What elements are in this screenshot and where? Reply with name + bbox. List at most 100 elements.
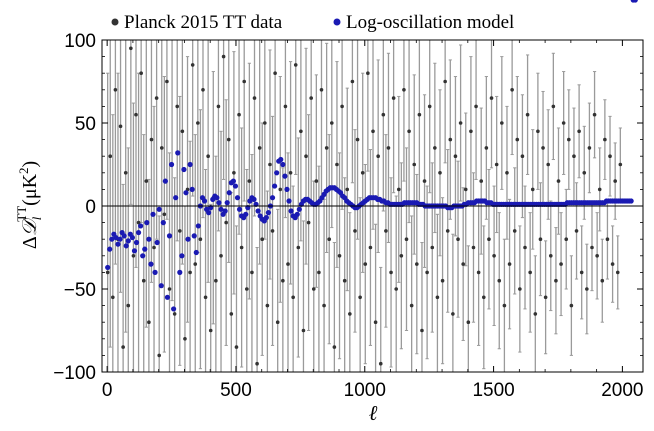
model-point (286, 198, 292, 204)
data-point (252, 96, 257, 100)
x-tick-label: 1000 (344, 380, 386, 401)
model-point (243, 211, 249, 217)
data-point (232, 171, 236, 175)
data-point (610, 262, 615, 266)
data-point (304, 154, 308, 158)
model-point (146, 236, 152, 242)
data-point (309, 96, 313, 100)
data-point (533, 312, 538, 316)
data-point (502, 303, 507, 308)
data-point (265, 303, 270, 308)
model-point (218, 206, 224, 212)
model-point (168, 161, 175, 168)
model-point (232, 183, 239, 189)
data-point (183, 337, 187, 341)
data-point (394, 287, 399, 291)
data-point (329, 121, 334, 125)
model-point (185, 236, 191, 242)
data-point (193, 262, 198, 266)
data-point (322, 303, 326, 308)
model-point (142, 246, 148, 252)
model-point (129, 234, 135, 241)
data-point (585, 287, 589, 291)
data-point (603, 137, 607, 142)
model-point (181, 166, 187, 173)
model-point (133, 239, 140, 246)
model-point (113, 234, 119, 241)
data-point (420, 328, 424, 333)
model-point (296, 206, 302, 212)
y-label-symbol: 𝒟 (19, 216, 41, 236)
x-tick-label: 2000 (601, 380, 643, 401)
data-point (301, 328, 306, 333)
model-point (140, 253, 146, 259)
data-point (605, 237, 610, 241)
model-point (160, 220, 166, 226)
data-point (319, 88, 324, 92)
model-point (125, 238, 131, 244)
data-point (567, 137, 571, 142)
data-point (255, 361, 259, 366)
data-point (469, 129, 473, 134)
data-point (520, 154, 525, 158)
data-point (360, 171, 365, 175)
data-point (471, 245, 476, 250)
data-point (445, 229, 450, 233)
model-point (230, 178, 236, 184)
data-point (268, 162, 272, 167)
data-point (111, 295, 115, 300)
data-point (296, 245, 301, 250)
y-tick-label: −100 (53, 363, 96, 384)
model-point (269, 195, 276, 201)
data-point (144, 179, 149, 183)
model-point (156, 206, 162, 212)
y-tick-label: −50 (64, 280, 96, 301)
y-label-sup: TT (14, 206, 29, 222)
data-point (456, 237, 460, 241)
data-point (129, 46, 133, 51)
model-point (109, 236, 115, 242)
data-point (190, 63, 195, 67)
data-point (123, 171, 128, 175)
data-point (293, 63, 298, 67)
data-point (530, 187, 535, 192)
data-point (136, 220, 141, 225)
data-point (505, 171, 509, 175)
model-point (226, 190, 232, 196)
data-point (219, 254, 223, 258)
data-point (466, 320, 471, 325)
data-point (260, 237, 265, 241)
model-point (150, 211, 156, 217)
data-point (561, 121, 566, 125)
data-point (422, 179, 427, 183)
data-point (226, 137, 231, 142)
x-tick-label: 500 (220, 380, 252, 401)
data-point (389, 270, 393, 275)
data-point (283, 104, 288, 109)
model-point (214, 195, 220, 201)
model-point (162, 178, 168, 184)
model-point (138, 223, 144, 229)
data-point (208, 328, 213, 333)
data-point (368, 245, 373, 250)
data-point (497, 278, 502, 283)
data-point (518, 287, 522, 291)
data-point (263, 121, 267, 125)
model-point (193, 249, 199, 256)
data-point (618, 162, 623, 167)
data-point (324, 146, 329, 150)
data-point (574, 229, 579, 233)
legend-label-data: Planck 2015 TT data (124, 12, 283, 33)
data-point (381, 112, 386, 117)
model-point (251, 196, 257, 202)
model-point (131, 248, 138, 254)
legend-marker-model (333, 18, 341, 26)
data-point (118, 124, 123, 129)
data-point (175, 104, 180, 109)
data-point (172, 312, 177, 316)
legend-marker-data (111, 18, 119, 26)
data-point (608, 154, 612, 158)
model-point (135, 229, 142, 236)
data-point (206, 154, 210, 158)
data-point (247, 179, 252, 183)
